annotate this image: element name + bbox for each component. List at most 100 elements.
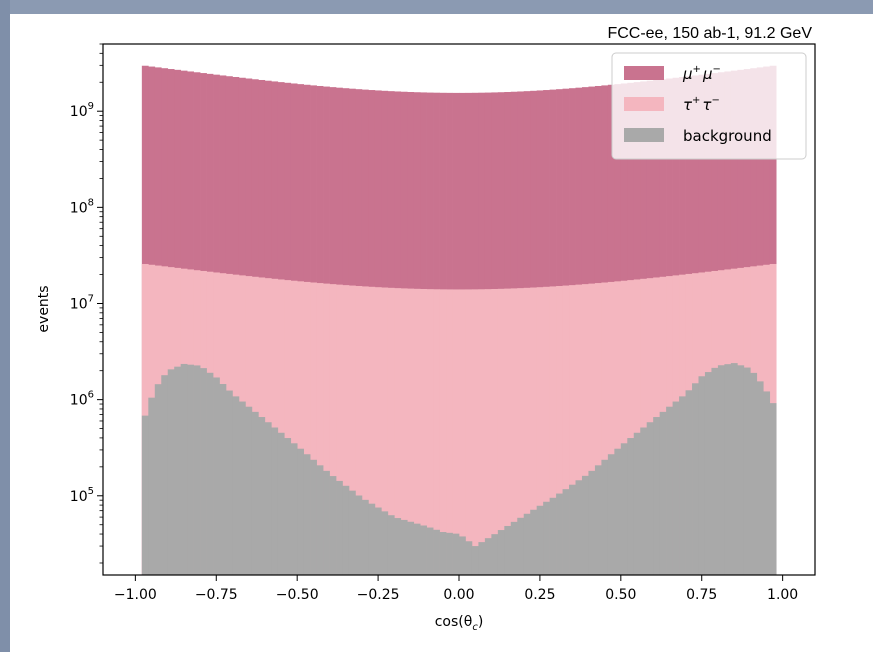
histogram-bar bbox=[471, 546, 479, 575]
histogram-bar bbox=[245, 406, 253, 575]
series-background bbox=[141, 363, 777, 575]
histogram-bar bbox=[290, 280, 298, 575]
histogram-bar bbox=[692, 383, 699, 575]
histogram-bar bbox=[562, 285, 570, 575]
histogram-bar bbox=[640, 427, 648, 575]
histogram-bar bbox=[581, 475, 589, 575]
histogram-bar bbox=[517, 517, 525, 575]
histogram-bar bbox=[271, 278, 279, 575]
histogram-bar bbox=[737, 365, 745, 575]
histogram-bar bbox=[646, 422, 654, 575]
x-tick-label: 0.25 bbox=[524, 587, 555, 603]
legend-label: μ+ μ− bbox=[682, 64, 721, 83]
legend: μ+ μ− τ+ τ− background bbox=[611, 52, 807, 160]
histogram-bar bbox=[601, 459, 609, 575]
histogram-bar bbox=[711, 367, 719, 575]
histogram-bar bbox=[446, 532, 453, 575]
histogram-bar bbox=[478, 289, 486, 575]
histogram-bar bbox=[497, 530, 505, 575]
legend-label: background bbox=[683, 127, 772, 145]
histogram-bar bbox=[620, 280, 628, 575]
histogram-bar bbox=[316, 465, 324, 575]
histogram-bar bbox=[180, 363, 188, 575]
histogram-bars bbox=[141, 65, 777, 575]
histogram-bar bbox=[303, 454, 311, 575]
histogram-bar bbox=[601, 282, 609, 575]
histogram-bar bbox=[277, 432, 285, 575]
histogram-bar bbox=[685, 390, 693, 575]
histogram-bar bbox=[465, 289, 473, 575]
histogram-bar bbox=[543, 286, 550, 575]
histogram-bar bbox=[510, 288, 518, 575]
histogram-bar bbox=[523, 287, 531, 575]
histogram-bar bbox=[633, 432, 641, 575]
histogram-bar bbox=[666, 406, 673, 575]
histogram-bar bbox=[698, 376, 706, 575]
histogram-bar bbox=[141, 415, 149, 575]
histogram-bar bbox=[148, 397, 156, 575]
histogram-bar bbox=[154, 384, 162, 575]
histogram-bar bbox=[484, 289, 492, 575]
histogram-bar bbox=[756, 381, 764, 575]
y-axis-label: events bbox=[36, 285, 52, 332]
x-axis-label: cos(θc) bbox=[435, 614, 484, 633]
histogram-bar bbox=[575, 480, 583, 575]
histogram-bar bbox=[361, 286, 369, 575]
histogram-bar bbox=[381, 511, 389, 575]
x-tick-label: 0.75 bbox=[686, 587, 717, 603]
y-tick-label: 108 bbox=[70, 197, 94, 216]
histogram-bar bbox=[581, 284, 589, 575]
histogram-bar bbox=[329, 476, 337, 575]
histogram-bar bbox=[484, 538, 492, 575]
histogram-bar bbox=[504, 288, 512, 575]
histogram-bar bbox=[510, 521, 518, 575]
histogram-bar bbox=[361, 499, 369, 575]
histogram-bar bbox=[374, 507, 382, 575]
histogram-bar bbox=[323, 470, 330, 575]
histogram-bar bbox=[368, 286, 376, 575]
histogram-bar bbox=[769, 403, 777, 575]
y-tick-label: 106 bbox=[70, 390, 94, 409]
histogram-bar bbox=[543, 501, 550, 575]
histogram-bar bbox=[336, 284, 343, 575]
histogram-bar bbox=[633, 279, 641, 575]
legend-swatch bbox=[624, 66, 664, 80]
histogram-bar bbox=[491, 289, 499, 575]
histogram-bar bbox=[193, 365, 201, 575]
histogram-bar bbox=[594, 465, 602, 575]
histogram-bar bbox=[620, 443, 628, 575]
histogram-bar bbox=[717, 365, 725, 575]
histogram-bar bbox=[413, 523, 421, 575]
histogram-bar bbox=[355, 286, 363, 575]
histogram-bar bbox=[504, 525, 512, 575]
window-top-border bbox=[0, 0, 873, 14]
histogram-bar bbox=[439, 289, 447, 575]
histogram-bar bbox=[387, 515, 395, 575]
y-axis: 105 106 107 108 109 bbox=[70, 43, 103, 564]
histogram-bar bbox=[627, 280, 635, 575]
histogram-bar bbox=[569, 484, 576, 575]
x-tick-label: −0.50 bbox=[276, 587, 319, 603]
histogram-bar bbox=[258, 417, 266, 575]
y-tick-label: 105 bbox=[70, 486, 94, 505]
histogram-bar bbox=[446, 289, 453, 575]
histogram-bar bbox=[284, 438, 292, 575]
histogram-bar bbox=[342, 485, 350, 575]
histogram-bar bbox=[277, 279, 285, 575]
x-tick-label: −1.00 bbox=[114, 587, 157, 603]
histogram-bar bbox=[459, 536, 466, 575]
histogram-bar bbox=[536, 505, 544, 575]
x-tick-label: −0.25 bbox=[357, 587, 400, 603]
histogram-bar bbox=[174, 366, 182, 575]
histogram-bar bbox=[724, 364, 732, 575]
histogram-bar bbox=[323, 283, 330, 575]
histogram-bar bbox=[614, 448, 622, 575]
histogram-bar bbox=[659, 411, 667, 575]
y-tick-label: 107 bbox=[70, 293, 94, 312]
histogram-bar bbox=[763, 391, 771, 575]
histogram-bar bbox=[342, 285, 350, 575]
histogram-bar bbox=[407, 521, 415, 575]
histogram-bar bbox=[433, 289, 440, 575]
histogram-bar bbox=[497, 288, 505, 575]
